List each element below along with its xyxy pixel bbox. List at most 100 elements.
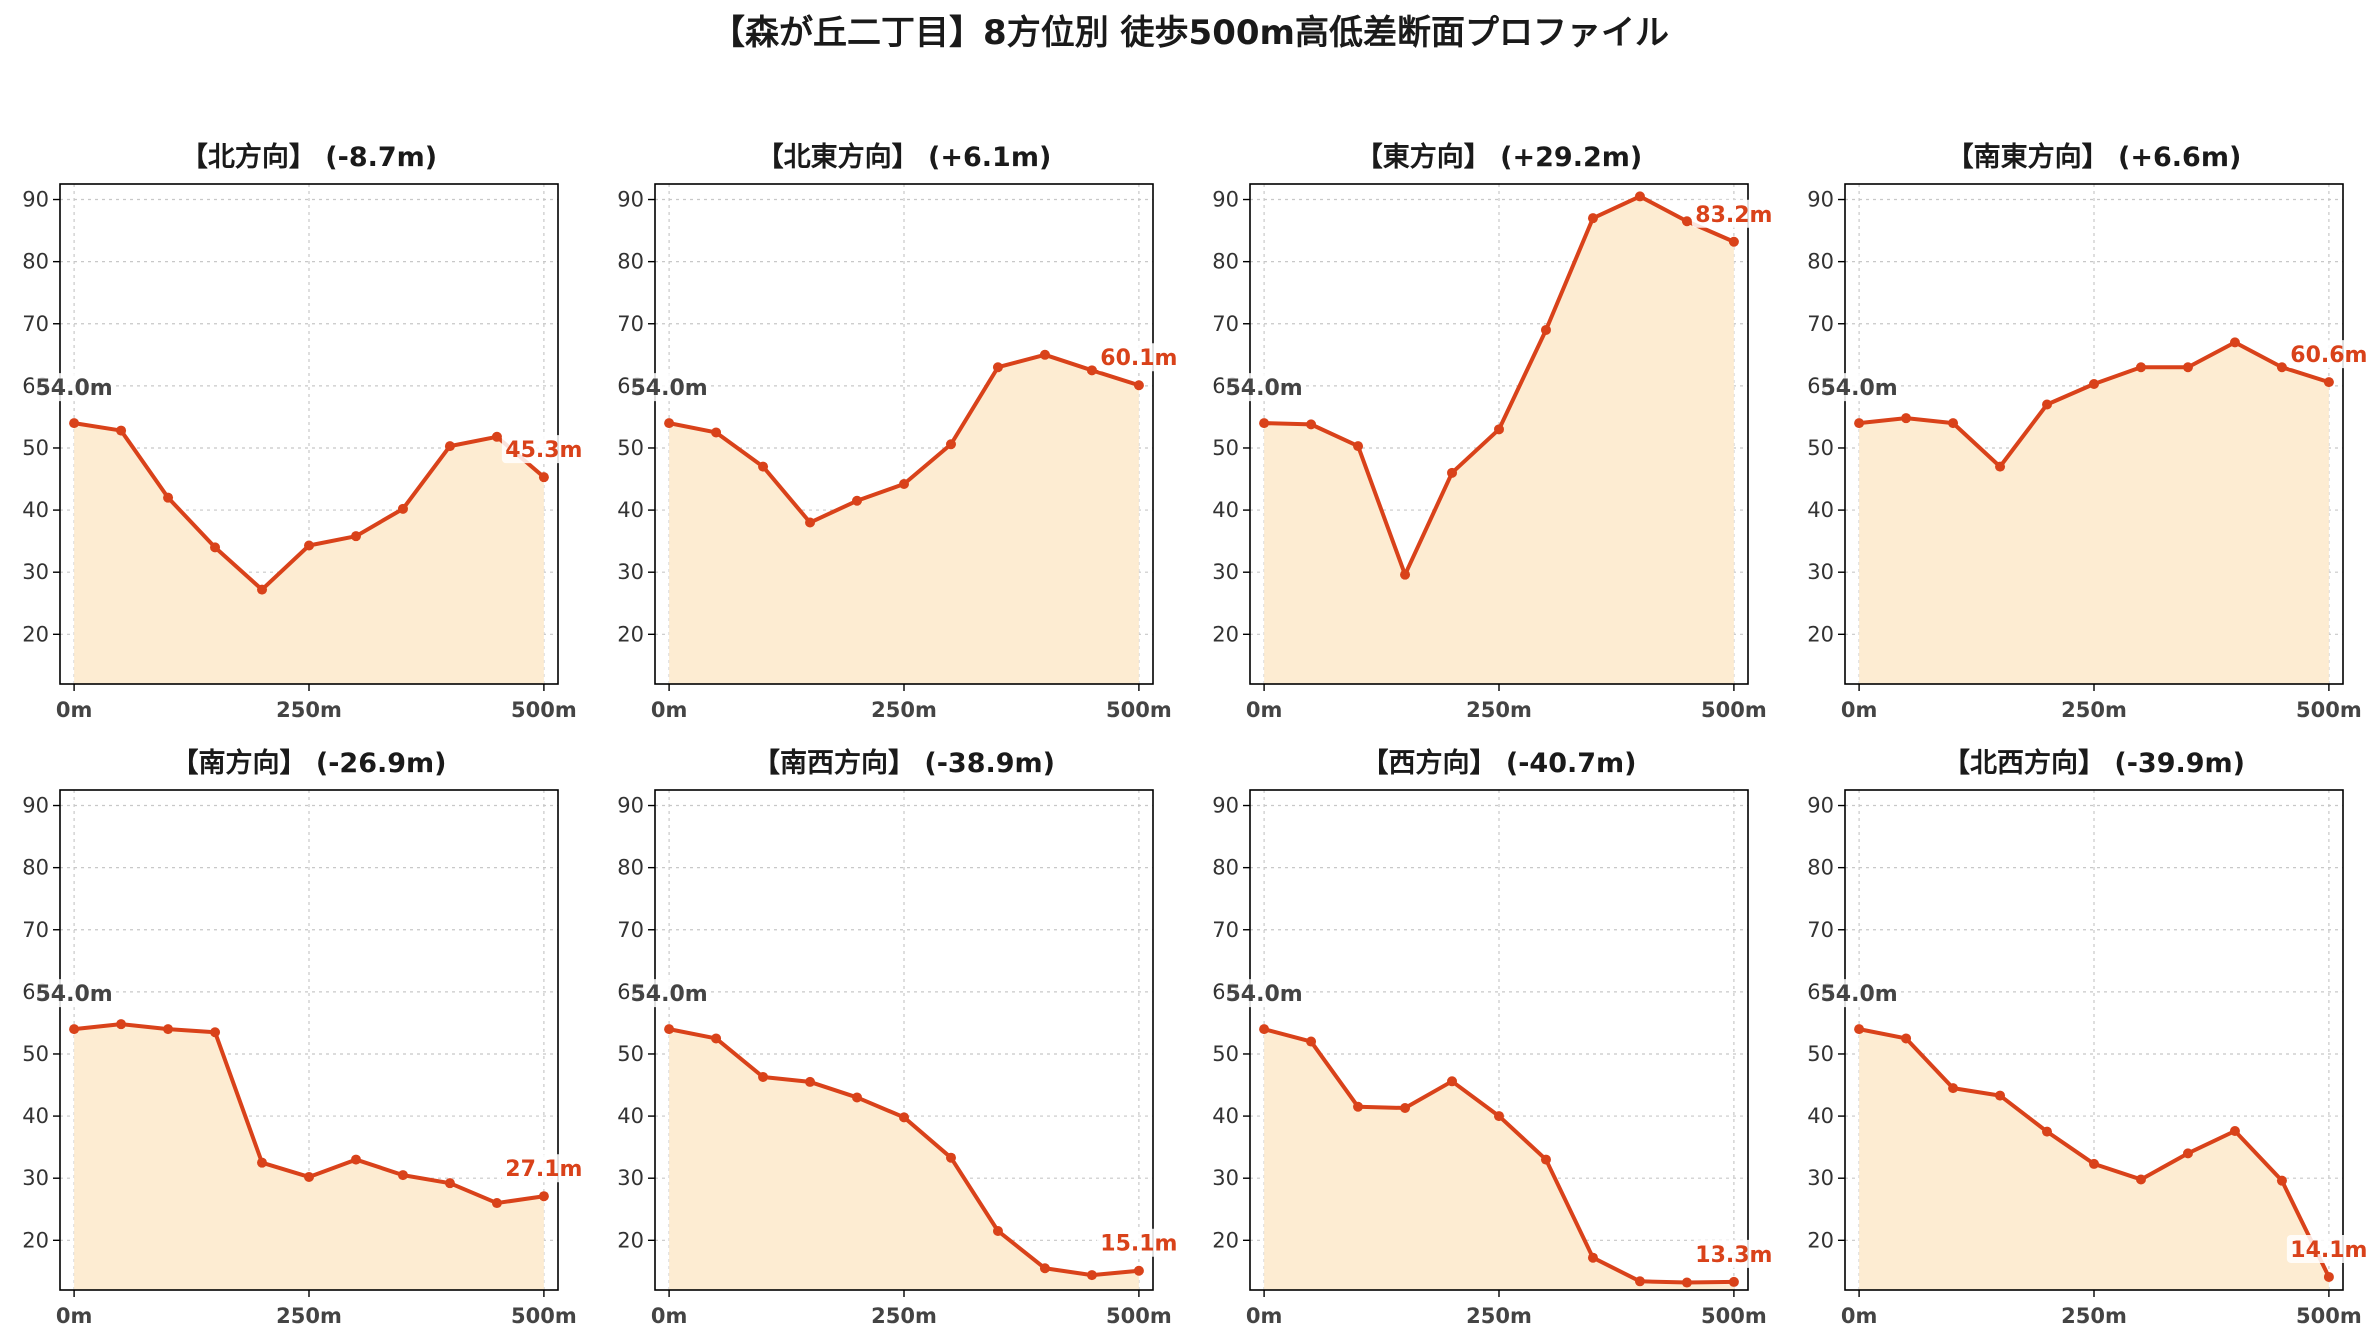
y-tick-label: 30 <box>1807 560 1834 584</box>
data-point <box>1259 418 1270 429</box>
y-tick-label: 30 <box>22 560 49 584</box>
y-tick-label: 80 <box>1807 856 1834 880</box>
data-point <box>945 1152 956 1163</box>
y-tick-label: 50 <box>617 436 644 460</box>
start-label-box <box>629 979 710 1008</box>
y-tick-label: 70 <box>1212 918 1239 942</box>
data-point <box>1353 441 1364 452</box>
area-fill <box>669 354 1139 684</box>
panel-title: 【南東方向】 (+6.6m) <box>1947 141 2242 173</box>
y-tick-label: 90 <box>617 188 644 212</box>
data-point <box>257 1157 268 1168</box>
panel-2: 【東方向】 (+29.2m)20304050607080900m250m500m… <box>1212 141 1776 722</box>
x-tick-label: 250m <box>276 698 342 722</box>
x-tick-label: 0m <box>56 1304 93 1328</box>
end-label-box <box>2286 1234 2371 1263</box>
x-tick-label: 500m <box>2296 698 2362 722</box>
data-point <box>1634 191 1645 202</box>
panel-4: 【南方向】 (-26.9m)20304050607080900m250m500m… <box>22 747 586 1328</box>
data-point <box>1039 1263 1050 1274</box>
data-point <box>1039 349 1050 360</box>
data-point <box>1995 1090 2006 1101</box>
y-tick-label: 70 <box>22 312 49 336</box>
data-point <box>397 503 408 514</box>
data-point <box>210 1027 221 1038</box>
x-tick-label: 250m <box>1466 698 1532 722</box>
area-fill <box>1264 196 1734 684</box>
x-tick-label: 500m <box>2296 1304 2362 1328</box>
y-tick-label: 90 <box>1807 188 1834 212</box>
y-tick-label: 80 <box>22 250 49 274</box>
data-point <box>1948 1083 1959 1094</box>
start-label-box <box>1224 373 1305 402</box>
data-point <box>1086 1270 1097 1281</box>
y-tick-label: 90 <box>1212 794 1239 818</box>
data-point <box>1447 1076 1458 1087</box>
panel-title: 【東方向】 (+29.2m) <box>1356 141 1642 173</box>
panel-title: 【北方向】 (-8.7m) <box>181 141 437 173</box>
panel-title: 【北東方向】 (+6.1m) <box>757 141 1052 173</box>
data-point <box>2229 337 2240 348</box>
y-tick-label: 30 <box>1212 560 1239 584</box>
y-tick-label: 30 <box>1212 1166 1239 1190</box>
end-value-label: 14.1m <box>2290 1238 2367 1263</box>
x-tick-label: 500m <box>1106 1304 1172 1328</box>
y-tick-label: 80 <box>617 250 644 274</box>
data-point <box>758 461 769 472</box>
data-point <box>1948 418 1959 429</box>
data-point <box>1086 365 1097 376</box>
data-point <box>2229 1125 2240 1136</box>
y-tick-label: 20 <box>617 1228 644 1252</box>
area-fill <box>74 1024 544 1290</box>
end-value-label: 60.6m <box>2290 343 2367 368</box>
data-point <box>2276 362 2287 373</box>
y-tick-label: 20 <box>22 1228 49 1252</box>
start-value-label: 54.0m <box>35 982 112 1007</box>
y-tick-label: 70 <box>1807 918 1834 942</box>
area-fill <box>669 1029 1139 1290</box>
data-point <box>711 427 722 438</box>
area-fill <box>1859 342 2329 684</box>
data-point <box>1587 213 1598 224</box>
data-point <box>1854 418 1865 429</box>
y-tick-label: 20 <box>22 622 49 646</box>
y-tick-label: 90 <box>22 794 49 818</box>
y-tick-label: 40 <box>1807 1104 1834 1128</box>
data-point <box>1854 1024 1865 1035</box>
data-point <box>2135 1174 2146 1185</box>
data-point <box>2182 1148 2193 1159</box>
x-tick-label: 250m <box>871 698 937 722</box>
end-value-label: 15.1m <box>1100 1232 1177 1257</box>
end-label-box <box>1691 1239 1776 1268</box>
y-tick-label: 20 <box>1807 1228 1834 1252</box>
data-point <box>397 1170 408 1181</box>
data-point <box>304 540 314 551</box>
x-tick-label: 250m <box>2061 1304 2127 1328</box>
data-point <box>69 418 80 429</box>
y-tick-label: 30 <box>617 1166 644 1190</box>
data-point <box>1728 236 1739 247</box>
data-point <box>116 425 127 436</box>
start-label-box <box>34 979 115 1008</box>
data-point <box>992 1225 1003 1236</box>
end-label-box <box>501 435 586 464</box>
data-point <box>2182 362 2193 373</box>
y-tick-label: 50 <box>1807 1042 1834 1066</box>
y-tick-label: 40 <box>1212 498 1239 522</box>
start-label-box <box>1819 373 1900 402</box>
start-value-label: 54.0m <box>630 376 707 401</box>
x-tick-label: 0m <box>1246 698 1283 722</box>
y-tick-label: 70 <box>617 918 644 942</box>
data-point <box>664 1024 675 1035</box>
data-point <box>538 1191 549 1202</box>
y-tick-label: 40 <box>22 1104 49 1128</box>
y-tick-label: 70 <box>22 918 49 942</box>
area-fill <box>1264 1029 1734 1290</box>
data-point <box>210 542 221 553</box>
data-point <box>1901 1033 1912 1044</box>
data-point <box>1133 1265 1144 1276</box>
data-point <box>664 418 675 429</box>
y-tick-label: 40 <box>617 498 644 522</box>
data-point <box>2042 1126 2053 1137</box>
start-value-label: 54.0m <box>1225 982 1302 1007</box>
